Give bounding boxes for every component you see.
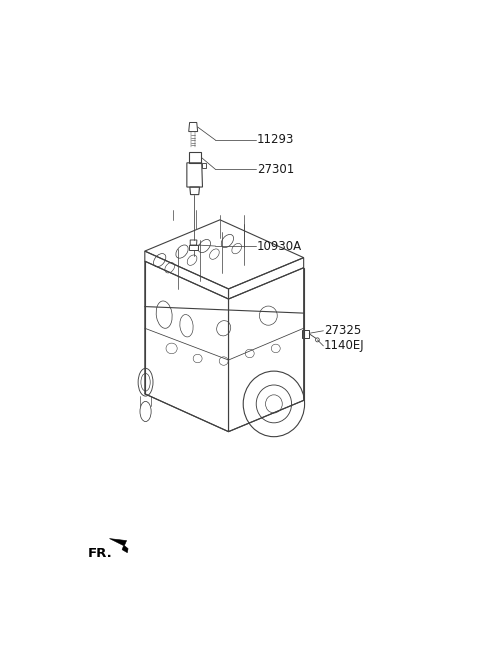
Text: 1140EJ: 1140EJ xyxy=(324,339,365,352)
Text: 27325: 27325 xyxy=(324,324,361,337)
Text: 11293: 11293 xyxy=(257,132,295,145)
Text: 10930A: 10930A xyxy=(257,240,302,253)
Text: FR.: FR. xyxy=(88,547,113,560)
Polygon shape xyxy=(109,538,128,553)
Text: 27301: 27301 xyxy=(257,163,294,176)
